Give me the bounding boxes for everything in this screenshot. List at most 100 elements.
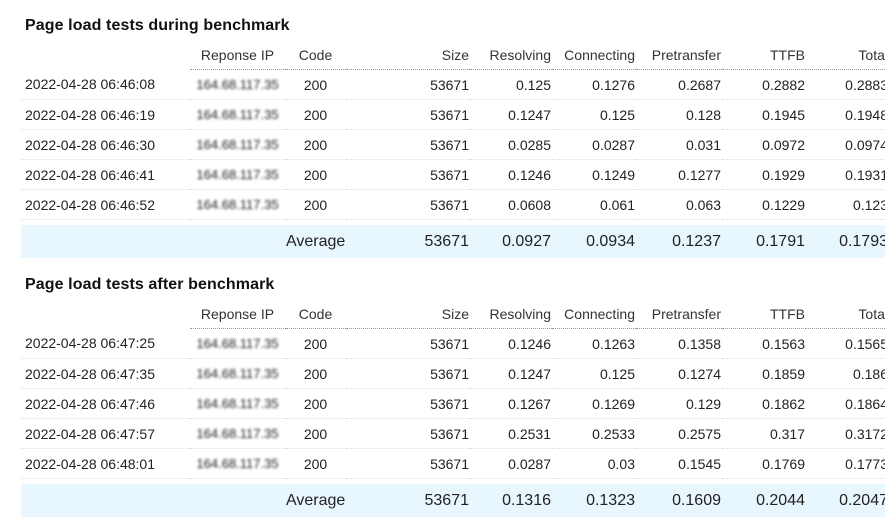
cell-pretransfer: 0.128	[636, 99, 722, 130]
average-pretransfer: 0.1237	[636, 225, 722, 258]
table-row: 2022-04-28 06:46:41 164.68.117.35 200 53…	[21, 159, 885, 190]
cell-connecting: 0.1276	[552, 69, 636, 100]
cell-pretransfer: 0.1277	[636, 159, 722, 190]
average-label: Average	[286, 484, 346, 517]
cell-size: 53671	[346, 159, 470, 190]
cell-ttfb: 0.1862	[722, 388, 806, 419]
cell-total: 0.123	[806, 189, 885, 220]
cell-ip: 164.68.117.35	[190, 328, 286, 359]
cell-ttfb: 0.1563	[722, 328, 806, 359]
cell-ttfb: 0.317	[722, 418, 806, 449]
header-response-ip: Reponse IP	[190, 300, 286, 329]
cell-resolving: 0.2531	[470, 418, 552, 449]
cell-resolving: 0.1247	[470, 99, 552, 130]
cell-size: 53671	[346, 69, 470, 100]
cell-time: 2022-04-28 06:46:19	[21, 99, 190, 130]
cell-ip: 164.68.117.35	[190, 388, 286, 419]
table-header-row: Reponse IP Code Size Resolving Connectin…	[21, 300, 885, 329]
cell-pretransfer: 0.2575	[636, 418, 722, 449]
cell-ttfb: 0.0972	[722, 129, 806, 160]
table-row: 2022-04-28 06:48:01 164.68.117.35 200 53…	[21, 448, 885, 479]
header-pretransfer: Pretransfer	[636, 41, 722, 70]
cell-resolving: 0.0287	[470, 448, 552, 479]
cell-resolving: 0.1246	[470, 328, 552, 359]
cell-pretransfer: 0.1545	[636, 448, 722, 479]
average-size: 53671	[346, 225, 470, 258]
cell-ttfb: 0.1945	[722, 99, 806, 130]
cell-pretransfer: 0.129	[636, 388, 722, 419]
cell-time: 2022-04-28 06:48:01	[21, 448, 190, 479]
cell-total: 0.1773	[806, 448, 885, 479]
header-total: Total	[806, 41, 885, 70]
cell-connecting: 0.125	[552, 358, 636, 389]
cell-resolving: 0.125	[470, 69, 552, 100]
table-row: 2022-04-28 06:46:19 164.68.117.35 200 53…	[21, 99, 885, 130]
cell-size: 53671	[346, 129, 470, 160]
cell-connecting: 0.03	[552, 448, 636, 479]
cell-time: 2022-04-28 06:46:52	[21, 189, 190, 220]
cell-time: 2022-04-28 06:47:35	[21, 358, 190, 389]
cell-ip: 164.68.117.35	[190, 189, 286, 220]
cell-resolving: 0.0285	[470, 129, 552, 160]
cell-resolving: 0.1246	[470, 159, 552, 190]
header-ttfb: TTFB	[722, 300, 806, 329]
cell-connecting: 0.1249	[552, 159, 636, 190]
cell-code: 200	[286, 159, 346, 190]
cell-total: 0.0974	[806, 129, 885, 160]
header-resolving: Resolving	[470, 300, 552, 329]
header-connecting: Connecting	[552, 41, 636, 70]
header-connecting: Connecting	[552, 300, 636, 329]
cell-size: 53671	[346, 418, 470, 449]
header-size: Size	[346, 300, 470, 329]
cell-connecting: 0.125	[552, 99, 636, 130]
cell-ip: 164.68.117.35	[190, 358, 286, 389]
cell-total: 0.1864	[806, 388, 885, 419]
average-ttfb: 0.2044	[722, 484, 806, 517]
average-connecting: 0.1323	[552, 484, 636, 517]
during-benchmark-table: Reponse IP Code Size Resolving Connectin…	[21, 41, 885, 258]
average-pretransfer: 0.1609	[636, 484, 722, 517]
cell-code: 200	[286, 129, 346, 160]
cell-total: 0.2883	[806, 69, 885, 100]
cell-size: 53671	[346, 99, 470, 130]
cell-code: 200	[286, 99, 346, 130]
cell-connecting: 0.1263	[552, 328, 636, 359]
average-connecting: 0.0934	[552, 225, 636, 258]
cell-size: 53671	[346, 189, 470, 220]
average-total: 0.2047	[806, 484, 885, 517]
cell-connecting: 0.0287	[552, 129, 636, 160]
cell-size: 53671	[346, 448, 470, 479]
header-response-ip: Reponse IP	[190, 41, 286, 70]
table-row: 2022-04-28 06:46:52 164.68.117.35 200 53…	[21, 189, 885, 220]
cell-time: 2022-04-28 06:47:25	[21, 328, 190, 359]
average-resolving: 0.1316	[470, 484, 552, 517]
header-code: Code	[286, 41, 346, 70]
cell-resolving: 0.0608	[470, 189, 552, 220]
after-benchmark-table: Reponse IP Code Size Resolving Connectin…	[21, 300, 885, 517]
cell-pretransfer: 0.2687	[636, 69, 722, 100]
cell-ip: 164.68.117.35	[190, 69, 286, 100]
table-row: 2022-04-28 06:46:30 164.68.117.35 200 53…	[21, 129, 885, 160]
cell-time: 2022-04-28 06:46:41	[21, 159, 190, 190]
table-row: 2022-04-28 06:47:46 164.68.117.35 200 53…	[21, 388, 885, 419]
header-ttfb: TTFB	[722, 41, 806, 70]
cell-resolving: 0.1267	[470, 388, 552, 419]
average-ttfb: 0.1791	[722, 225, 806, 258]
average-size: 53671	[346, 484, 470, 517]
cell-pretransfer: 0.1274	[636, 358, 722, 389]
cell-size: 53671	[346, 358, 470, 389]
cell-ip: 164.68.117.35	[190, 448, 286, 479]
cell-ip: 164.68.117.35	[190, 418, 286, 449]
header-time	[21, 41, 190, 70]
average-label: Average	[286, 225, 346, 258]
cell-resolving: 0.1247	[470, 358, 552, 389]
during-benchmark-title: Page load tests during benchmark	[25, 17, 290, 34]
average-resolving: 0.0927	[470, 225, 552, 258]
cell-connecting: 0.2533	[552, 418, 636, 449]
cell-pretransfer: 0.1358	[636, 328, 722, 359]
cell-code: 200	[286, 189, 346, 220]
cell-ip: 164.68.117.35	[190, 159, 286, 190]
cell-code: 200	[286, 418, 346, 449]
cell-ip: 164.68.117.35	[190, 129, 286, 160]
cell-total: 0.3172	[806, 418, 885, 449]
